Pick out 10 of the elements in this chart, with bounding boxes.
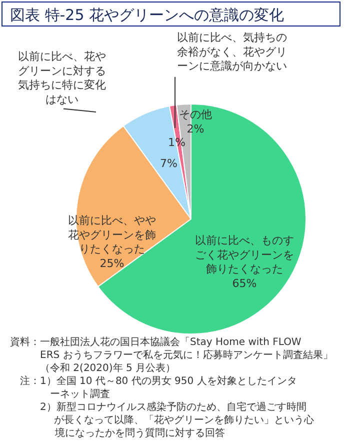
chart-title: 図表 特-25 花やグリーンへの意識の変化 [10,6,284,24]
text: 2）新型コロナウイルス感染予防のため、自宅で過ごす時間が長くなって以降、「花やグリーンを飾りたい」という心境になったかを問う質問に対する回答 [40,401,314,439]
data-label: 25% [100,256,124,270]
text: 資料：一般社団法人花の国日本協議会「Stay Home with FLOWERS おうちフラワーで私を元気に！応募時アンケート調査結果」（令和 2(2020)年 5 月公表） [10,336,333,374]
slice-label: 以前に比べ、気持ちの余裕がなく、花やグリーンに意識が向かない [177,31,287,73]
slice-label: 以前に比べ、花やグリーンに対する気持ちに特に変化はない [18,50,106,106]
data-label: 7% [160,157,178,170]
slice-label: 以前に比べ、ものすごく花やグリーンを飾りたくなった [195,234,294,276]
text: 注：1）全国 10 代～80 代の男女 950 人を対象としたインターネット調査 [20,375,297,400]
data-label: 65% [232,276,257,290]
